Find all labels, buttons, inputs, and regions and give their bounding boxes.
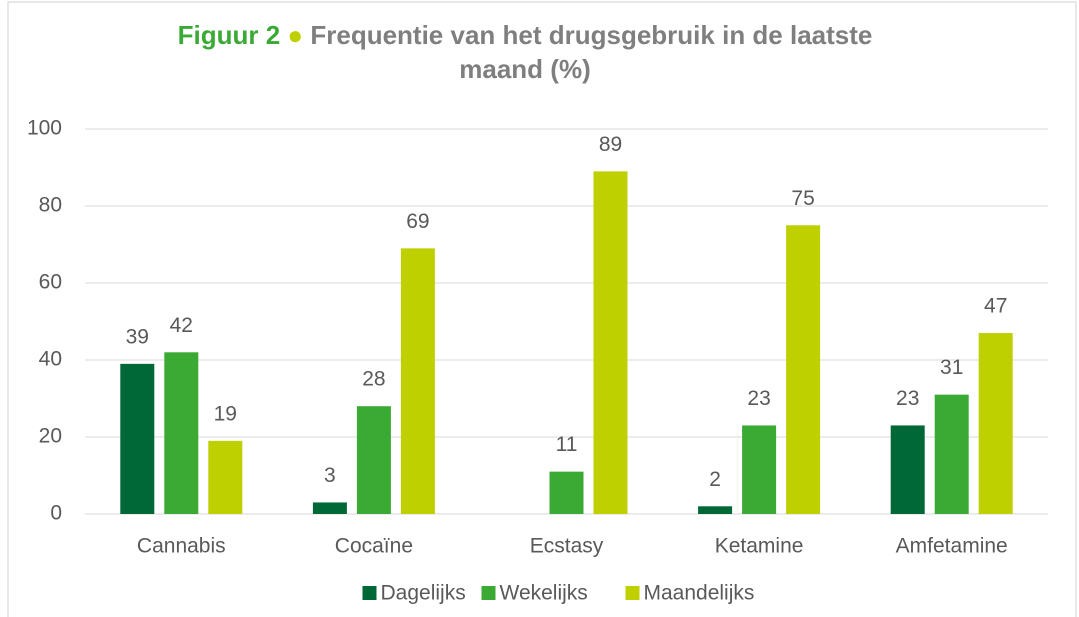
legend-label: Dagelijks [381, 582, 466, 605]
data-label: 23 [747, 387, 770, 410]
x-tick-label: Cocaïne [335, 535, 413, 558]
y-tick-label: 100 [27, 117, 62, 140]
data-label: 75 [791, 187, 814, 210]
data-label: 89 [599, 133, 622, 156]
bar [698, 506, 733, 514]
bar [593, 171, 628, 514]
legend-label: Wekelijks [500, 582, 588, 605]
bar [164, 352, 199, 514]
bar [742, 425, 777, 514]
bar [934, 394, 969, 514]
bar [786, 225, 821, 514]
y-tick-label: 60 [39, 271, 62, 294]
legend-swatch [481, 586, 496, 600]
bar [890, 425, 925, 514]
data-label: 23 [896, 387, 919, 410]
data-label: 19 [214, 402, 237, 425]
bar [120, 363, 155, 514]
data-label: 28 [362, 368, 385, 391]
y-tick-label: 80 [39, 194, 62, 217]
data-label: 69 [406, 210, 429, 233]
x-tick-label: Cannabis [137, 535, 226, 558]
chart-title-block: Figuur 2 ● Frequentie van het drugsgebru… [135, 18, 915, 86]
title-label: Figuur 2 [177, 20, 281, 50]
x-tick-label: Ecstasy [530, 535, 604, 558]
data-label: 31 [940, 356, 963, 379]
chart-title: Frequentie van het drugsgebruik in de la… [310, 20, 873, 84]
bar [549, 471, 584, 514]
title-bullet: ● [287, 20, 304, 50]
x-tick-label: Ketamine [715, 535, 804, 558]
data-label: 42 [170, 314, 193, 337]
bar [356, 406, 391, 514]
bar [208, 440, 243, 514]
data-label: 11 [556, 433, 578, 456]
legend-swatch [625, 586, 640, 600]
data-label: 39 [126, 325, 149, 348]
bar [978, 333, 1013, 514]
bar [400, 248, 435, 514]
data-label: 47 [984, 295, 1007, 318]
x-tick-label: Amfetamine [896, 535, 1008, 558]
y-tick-label: 0 [50, 502, 62, 525]
data-label: 3 [324, 464, 336, 487]
legend-label: Maandelijks [644, 582, 755, 605]
y-tick-label: 20 [39, 425, 62, 448]
chart-border [7, 1, 1077, 617]
legend-swatch [362, 586, 377, 600]
bar [312, 502, 347, 514]
data-label: 2 [709, 468, 721, 491]
y-tick-label: 40 [39, 348, 62, 371]
